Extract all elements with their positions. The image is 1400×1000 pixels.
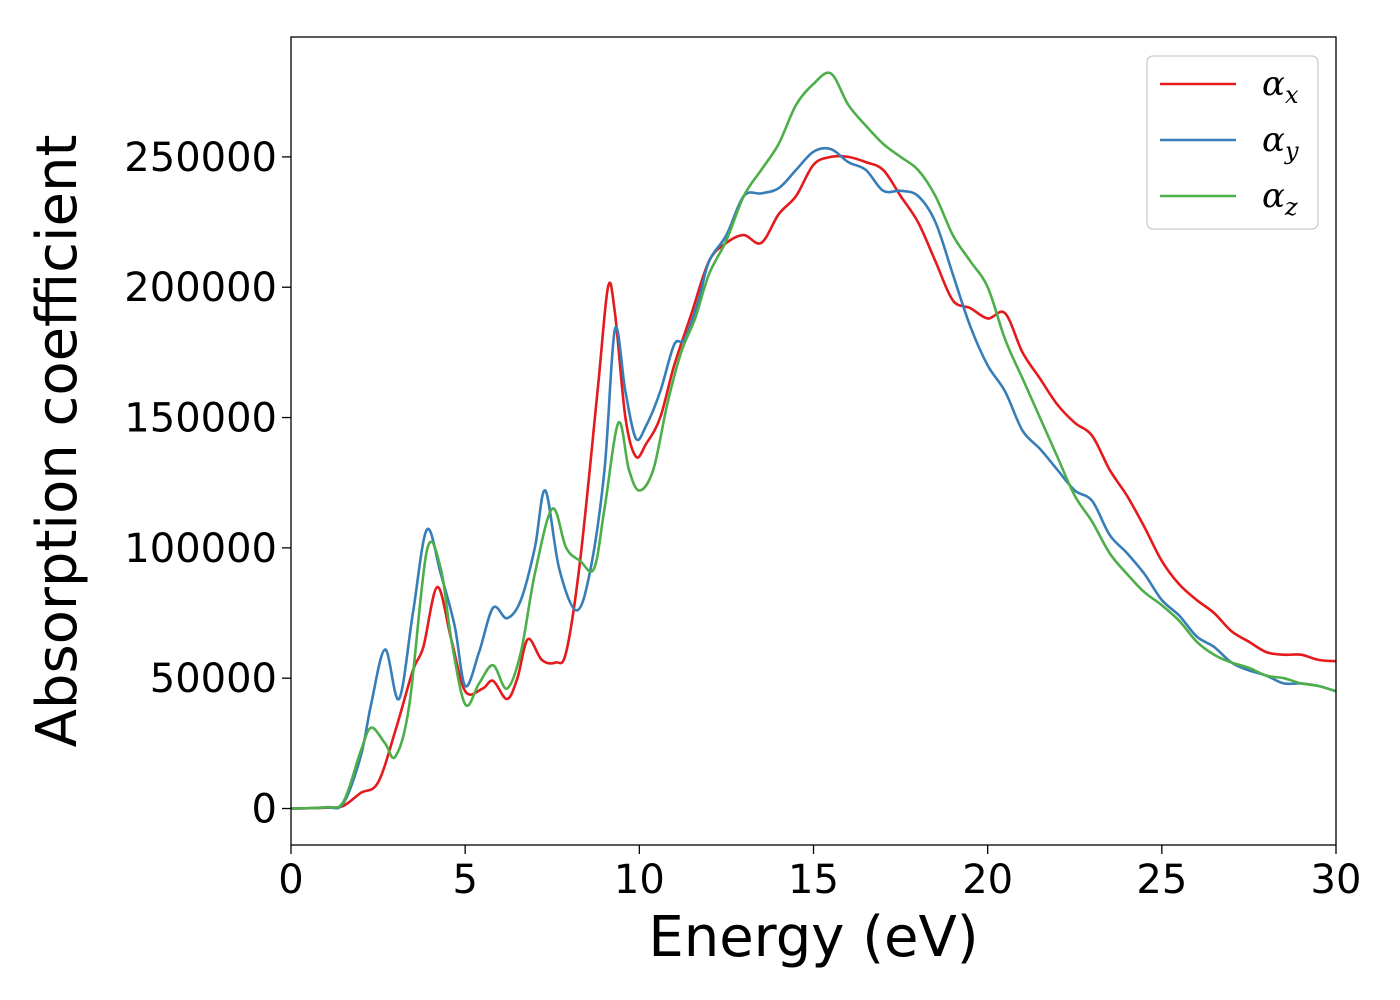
y-tick-label: 150000 (124, 396, 277, 442)
legend-label-subscript: z (1284, 193, 1298, 221)
legend-label-x: αx (1262, 64, 1299, 109)
x-tick-label: 10 (614, 857, 665, 903)
x-tick-label: 20 (962, 857, 1013, 903)
x-tick-label: 25 (1136, 857, 1187, 903)
legend-label-z: αz (1262, 176, 1298, 221)
x-tick-label: 0 (278, 857, 303, 903)
legend-label-base: α (1262, 64, 1285, 104)
x-tick-label: 30 (1311, 857, 1362, 903)
legend-box (1146, 55, 1319, 230)
x-tick-label: 15 (788, 857, 839, 903)
series-line-z (291, 71, 1336, 810)
y-tick-label: 250000 (124, 135, 277, 181)
legend-label-subscript: x (1285, 81, 1299, 109)
y-tick-label: 50000 (150, 656, 277, 702)
x-axis-label: Energy (eV) (648, 905, 978, 970)
legend-label-subscript: y (1284, 137, 1299, 165)
y-tick-label: 0 (252, 787, 277, 833)
x-axis: 0 5 10 15 20 25 30 (278, 845, 1361, 903)
legend-label-base: α (1262, 120, 1285, 160)
y-tick-label: 100000 (124, 526, 277, 572)
x-tick-label: 5 (452, 857, 477, 903)
legend-label-base: α (1262, 176, 1285, 216)
y-axis-label: Absorption coefficient (25, 135, 90, 748)
y-tick-label: 200000 (124, 265, 277, 311)
legend-label-y: αy (1262, 120, 1299, 165)
series-line-x (291, 154, 1336, 810)
y-axis: 0 50000 100000 150000 200000 250000 (124, 135, 291, 833)
series-layer (291, 71, 1336, 810)
